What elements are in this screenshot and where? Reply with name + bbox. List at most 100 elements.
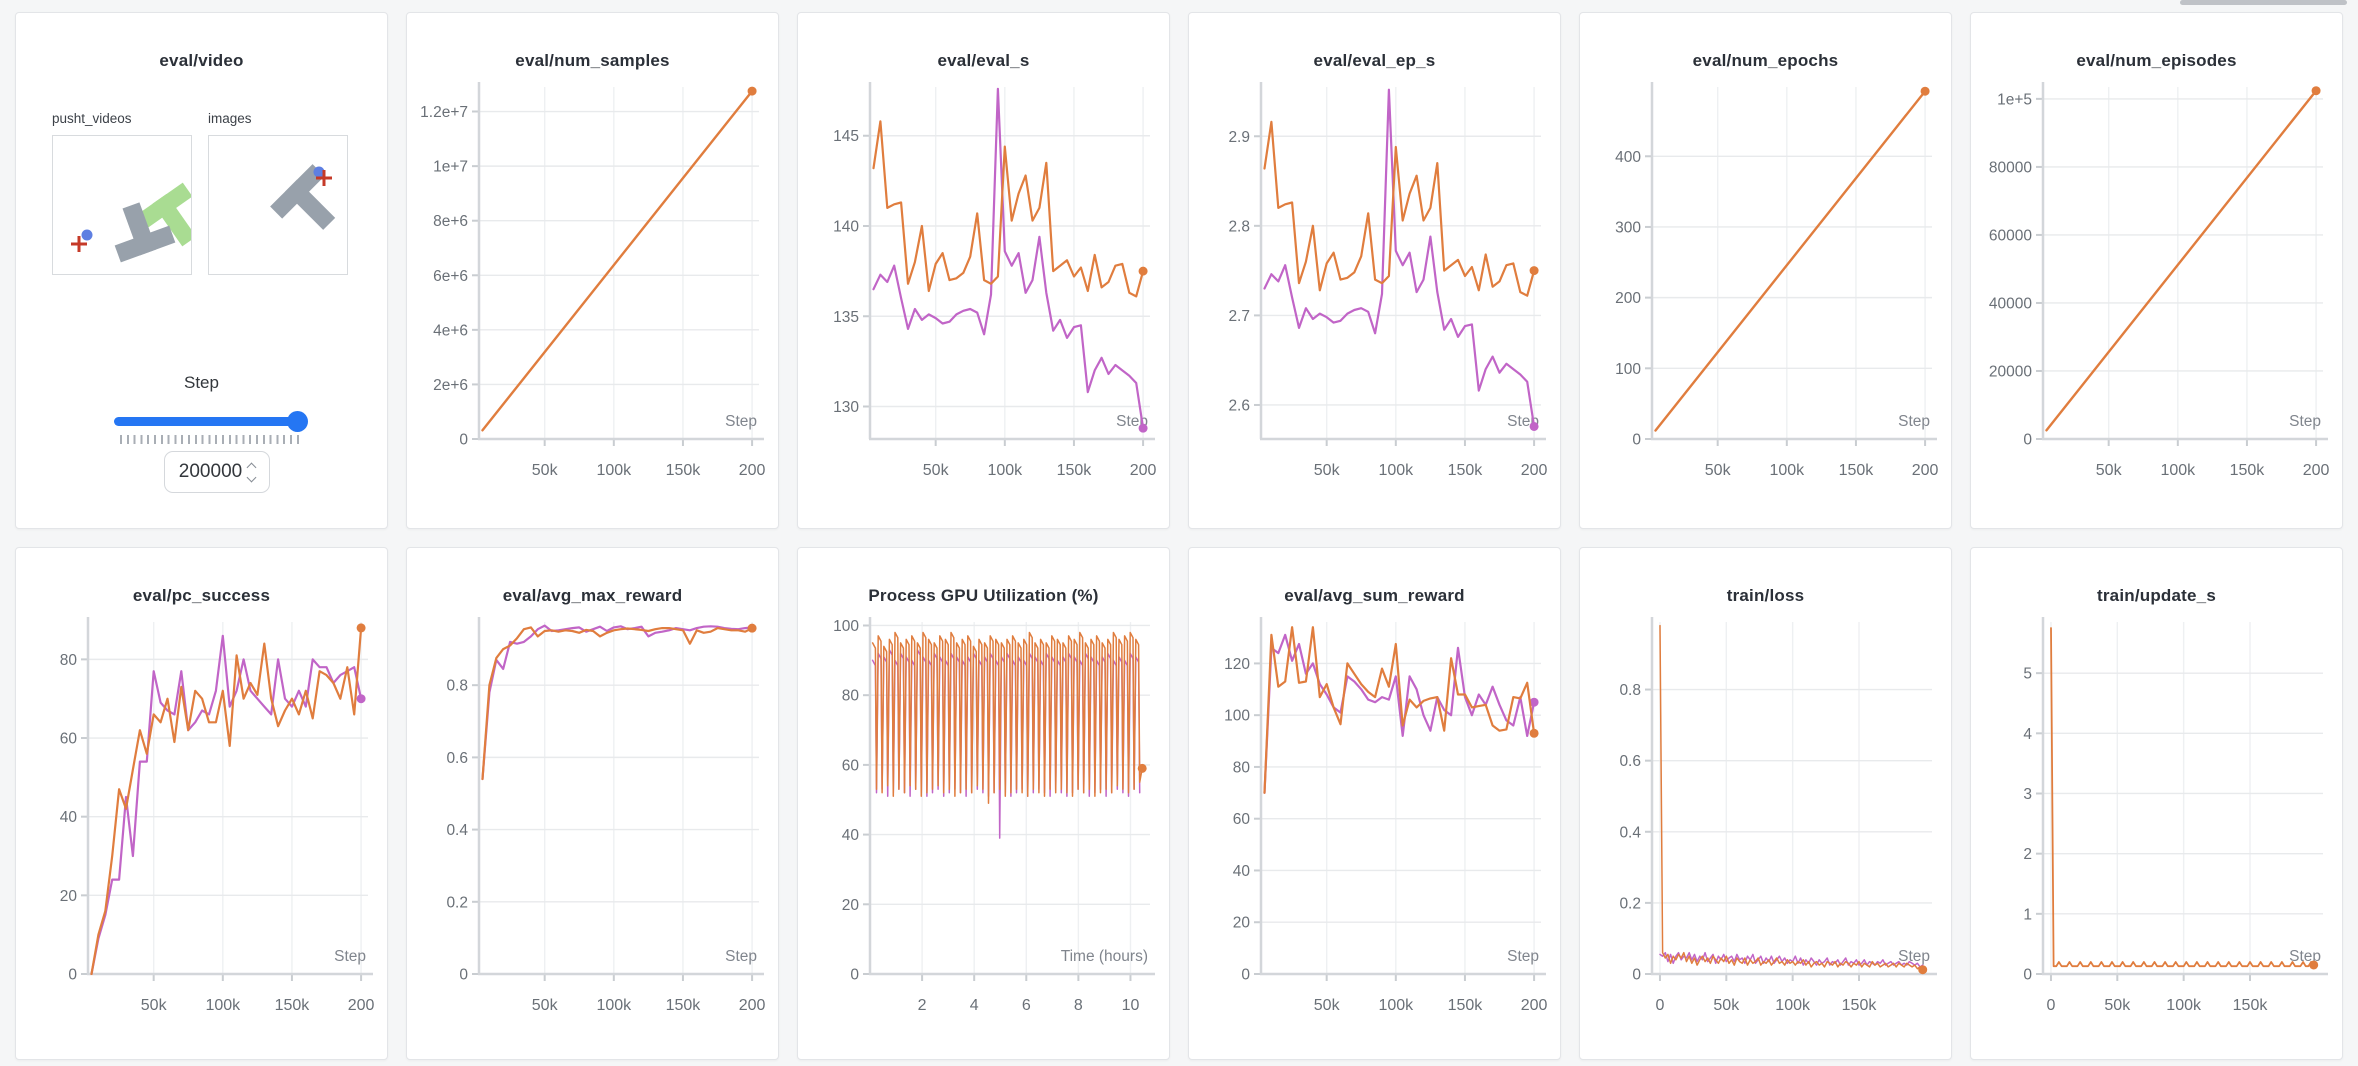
purple-run-line[interactable] [1263, 633, 1536, 794]
x-tick-label: 50k [532, 997, 559, 1014]
pusht-video-thumbnail[interactable] [52, 135, 197, 275]
y-tick-label: 0.2 [1619, 895, 1641, 912]
purple-run-line[interactable] [1659, 951, 1924, 968]
purple-run-end-marker [1529, 697, 1539, 707]
x-tick-label: 6 [1022, 997, 1031, 1014]
x-tick-label: 50k [532, 462, 559, 479]
x-tick-label: 100k [2160, 462, 2196, 479]
chart-eval-avg-max-reward[interactable]: 50k 100k 150k 200 0 0.2 0.4 0.6 0.8 Step [407, 608, 778, 1038]
chart-title: eval/pc_success [132, 586, 271, 605]
x-axis-label: Step [2289, 413, 2321, 430]
y-tick-label: 2.7 [1228, 308, 1250, 325]
orange-run-line[interactable] [2050, 627, 2315, 968]
step-number-input[interactable]: 200000 [164, 451, 270, 493]
y-tick-label: 100 [1615, 361, 1641, 378]
stepper-chevrons [246, 462, 257, 482]
y-tick-label: 3 [2023, 786, 2032, 803]
x-tick-label: 100k [1769, 462, 1805, 479]
orange-run-line[interactable] [481, 89, 754, 432]
horizontal-scrollbar-thumb[interactable] [2180, 0, 2347, 5]
x-axis-label: Step [725, 413, 757, 430]
chart-eval-pc-success[interactable]: 50k 100k 150k 200 0 20 40 60 80 Step [16, 608, 387, 1038]
purple-run-line[interactable] [481, 624, 754, 781]
panel-process-gpu-utilization: Process GPU Utilization (%) 2 4 6 8 10 0 20 40 6… [797, 547, 1170, 1060]
orange-run-end-marker [1920, 86, 1930, 96]
chart-eval-avg-sum-reward[interactable]: 50k 100k 150k 200 0 20 40 60 80 100 120 Step [1189, 608, 1560, 1038]
y-tick-label: 8e+6 [433, 213, 468, 230]
orange-run-end-marker [1138, 266, 1148, 276]
y-tick-label: 2 [2023, 846, 2032, 863]
orange-run-line[interactable] [481, 626, 754, 781]
chart-eval-num-epochs[interactable]: 50k 100k 150k 200 0 100 200 300 400 Step [1580, 73, 1951, 503]
chart-eval-num-samples[interactable]: 50k 100k 150k 200 0 2e+6 4e+6 6e+6 8e+6 1e+7 1.2e+… [407, 73, 778, 503]
orange-run-line[interactable] [871, 631, 1143, 804]
x-tick-label: 100k [2166, 997, 2202, 1014]
chart-train-loss[interactable]: 0 50k 100k 150k 0 0.2 0.4 0.6 0.8 Step [1580, 608, 1951, 1038]
orange-run-line[interactable] [1654, 90, 1927, 432]
panel-train-loss: train/loss 0 50k 100k 150k 0 0.2 0.4 0.6 0.8 Step [1579, 547, 1952, 1060]
y-tick-label: 80 [60, 652, 78, 669]
orange-run-line[interactable] [90, 626, 363, 975]
orange-run-line[interactable] [2045, 89, 2318, 432]
target-cross [71, 236, 87, 252]
x-tick-label: 100k [1775, 997, 1811, 1014]
y-tick-label: 2.8 [1228, 218, 1250, 235]
chart-title: train/loss [1726, 586, 1805, 605]
y-tick-label: 5 [2023, 666, 2032, 683]
x-tick-label: 200 [2303, 462, 2330, 479]
panel-eval-num-episodes: eval/num_episodes 50k 100k 150k 200 0 20000 40… [1970, 12, 2343, 529]
orange-run-line[interactable] [1263, 120, 1536, 297]
step-slider[interactable] [114, 411, 308, 432]
purple-run-line[interactable] [872, 87, 1145, 430]
x-tick-label: 150k [1057, 462, 1093, 479]
x-tick-label: 100k [596, 462, 632, 479]
y-tick-label: 60 [842, 757, 860, 774]
y-tick-label: 2.9 [1228, 129, 1250, 146]
chart-title: eval/avg_max_reward [502, 586, 683, 605]
orange-run-end-marker [2311, 86, 2321, 96]
x-tick-label: 150k [2230, 462, 2266, 479]
x-tick-label: 150k [1448, 462, 1484, 479]
x-tick-label: 50k [1314, 997, 1341, 1014]
y-tick-label: 4e+6 [433, 322, 468, 339]
y-tick-label: 60 [1233, 811, 1251, 828]
purple-run-line[interactable] [1263, 88, 1536, 428]
orange-run-line[interactable] [1263, 626, 1536, 794]
y-tick-label: 6e+6 [433, 268, 468, 285]
green-t-object [136, 182, 197, 247]
orange-run-line[interactable] [872, 120, 1145, 298]
orange-run-line[interactable] [1659, 624, 1924, 971]
step-slider-thumb[interactable] [287, 411, 308, 432]
step-slider-ruler-ticks [120, 435, 302, 444]
y-tick-label: 0 [459, 967, 468, 984]
images-thumbnail[interactable] [208, 135, 348, 275]
step-increment-icon[interactable] [246, 462, 257, 472]
pusht-scene-image [71, 182, 197, 263]
y-tick-label: 0.6 [1619, 753, 1641, 770]
orange-run-end-marker [2309, 960, 2319, 970]
images-scene-image [270, 164, 336, 230]
y-tick-label: 0.4 [446, 822, 468, 839]
panel-eval-eval-ep-s: eval/eval_ep_s 50k 100k 150k 200 2.6 2.7 2.8 2.… [1188, 12, 1561, 529]
y-tick-label: 0 [850, 967, 859, 984]
chart-eval-num-episodes[interactable]: 50k 100k 150k 200 0 20000 40000 60000 80000 1e+5 S… [1971, 73, 2342, 503]
agent-dot [313, 166, 325, 178]
x-tick-label: 200 [348, 997, 375, 1014]
y-tick-label: 1e+5 [1997, 91, 2032, 108]
x-tick-label: 150k [1448, 997, 1484, 1014]
purple-run-line[interactable] [90, 634, 363, 975]
step-decrement-icon[interactable] [246, 472, 257, 482]
y-tick-label: 80 [1233, 759, 1251, 776]
y-tick-label: 80000 [1989, 159, 2032, 176]
y-tick-label: 20 [1233, 915, 1251, 932]
x-tick-label: 150k [1839, 462, 1875, 479]
x-tick-label: 0 [1656, 997, 1665, 1014]
x-tick-label: 150k [1842, 997, 1878, 1014]
panel-eval-num-epochs: eval/num_epochs 50k 100k 150k 200 0 100 200 300… [1579, 12, 1952, 529]
step-slider-label: Step [184, 373, 219, 392]
gray-t-object [270, 164, 336, 230]
